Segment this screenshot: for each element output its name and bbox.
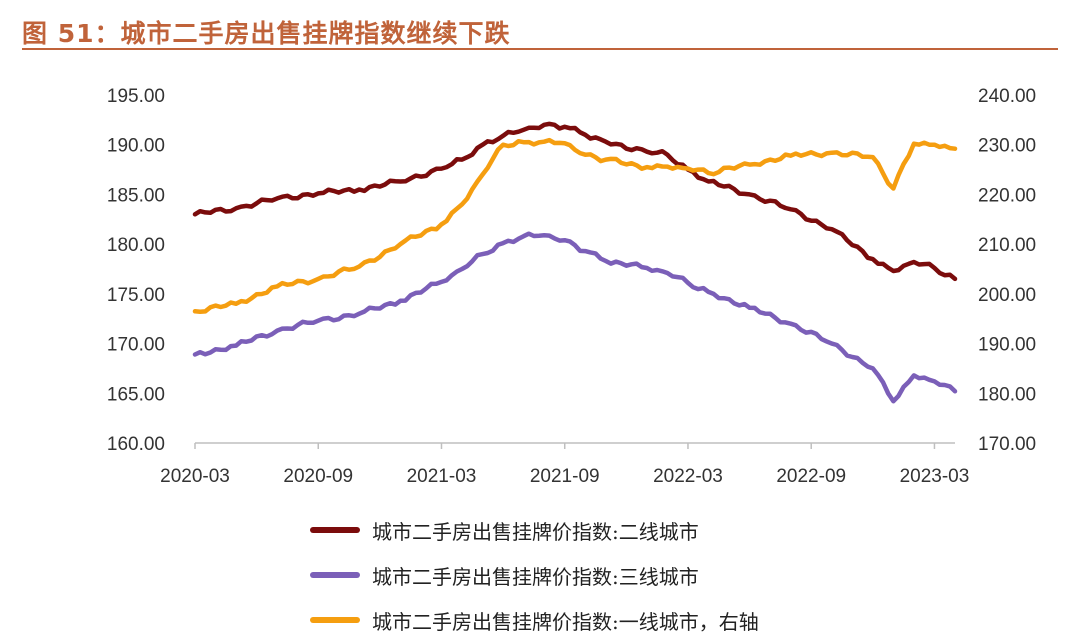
x-tick-label: 2022-09 (776, 466, 846, 487)
right-y-tick-label: 180.00 (978, 384, 1036, 405)
left-y-tick-label: 160.00 (107, 434, 165, 455)
title-divider (22, 48, 1058, 50)
figure-title: 图 51：城市二手房出售挂牌指数继续下跌 (22, 19, 511, 48)
left-y-tick-label: 180.00 (107, 235, 165, 256)
series-line-tier3 (192, 231, 958, 404)
legend-label-tier1: 城市二手房出售挂牌价指数:一线城市，右轴 (372, 609, 759, 634)
x-tick-label: 2023-03 (900, 466, 970, 487)
series-line-tier1 (192, 137, 958, 315)
legend-item-tier3: 城市二手房出售挂牌价指数:三线城市 (310, 560, 699, 590)
left-y-tick-label: 170.00 (107, 335, 165, 356)
right-y-tick-label: 230.00 (978, 136, 1036, 157)
left-y-tick-label: 190.00 (107, 136, 165, 157)
right-y-tick-label: 190.00 (978, 335, 1036, 356)
x-tick-label: 2021-09 (530, 466, 600, 487)
legend-item-tier2: 城市二手房出售挂牌价指数:二线城市 (310, 515, 699, 545)
x-tick-label: 2021-03 (407, 466, 477, 487)
series-line-tier2 (192, 121, 958, 282)
left-y-tick-label: 195.00 (107, 86, 165, 107)
legend-swatch-tier1 (310, 617, 360, 623)
legend-swatch-tier3 (310, 572, 360, 578)
right-y-tick-label: 210.00 (978, 235, 1036, 256)
left-y-tick-label: 185.00 (107, 185, 165, 206)
axes-group (194, 442, 955, 449)
left-y-tick-label: 165.00 (107, 384, 165, 405)
right-y-tick-label: 240.00 (978, 86, 1036, 107)
x-tick-label: 2020-03 (160, 466, 230, 487)
tick-labels-group: 2020-03 2020-09 2021-03 2021-09 2022-03 2022-… (107, 86, 1036, 487)
x-tick-label: 2020-09 (283, 466, 353, 487)
legend-swatch-tier2 (310, 527, 360, 533)
right-y-tick-label: 220.00 (978, 185, 1036, 206)
left-y-tick-label: 175.00 (107, 285, 165, 306)
series-lines-group (192, 121, 958, 404)
right-y-tick-label: 200.00 (978, 285, 1036, 306)
legend-label-tier3: 城市二手房出售挂牌价指数:三线城市 (372, 564, 699, 589)
line-chart: 2020-03 2020-09 2021-03 2021-09 2022-03 2022-… (107, 86, 1036, 487)
right-y-tick-label: 170.00 (978, 434, 1036, 455)
legend-item-tier1: 城市二手房出售挂牌价指数:一线城市，右轴 (310, 605, 759, 635)
x-tick-label: 2022-03 (653, 466, 723, 487)
legend-label-tier2: 城市二手房出售挂牌价指数:二线城市 (372, 519, 699, 544)
